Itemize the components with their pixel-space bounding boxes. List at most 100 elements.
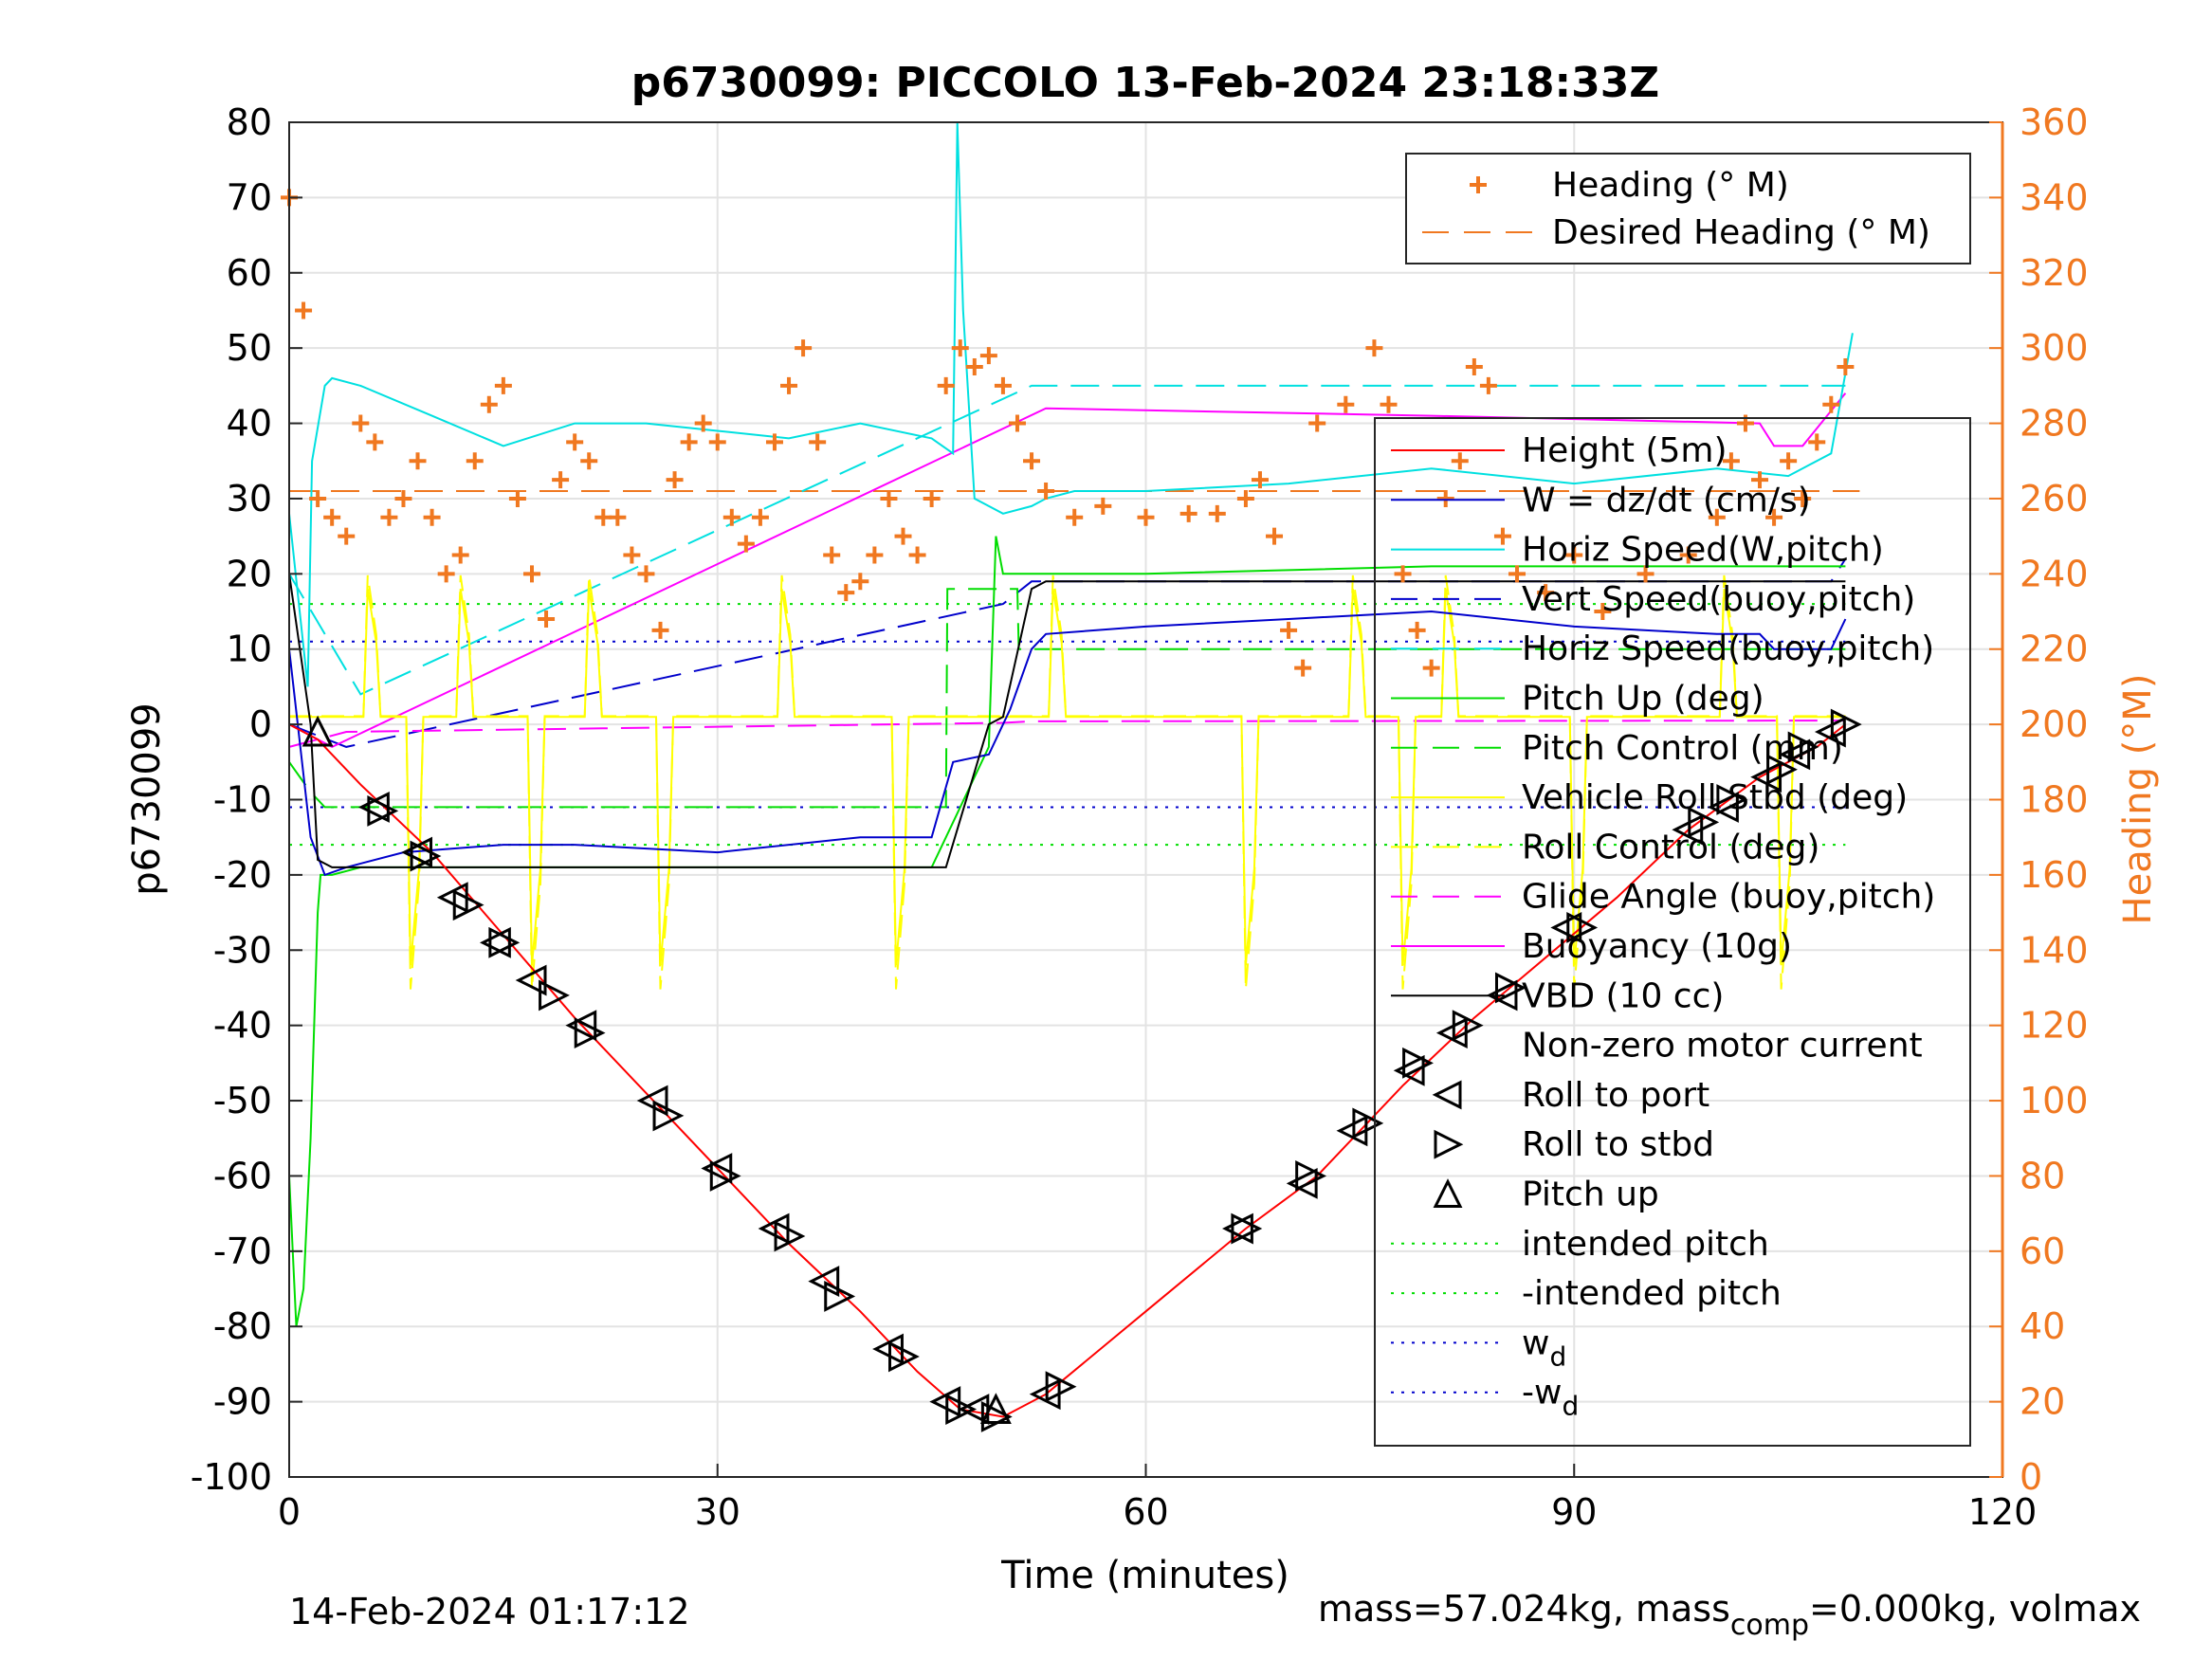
roll-port-marker [1486, 979, 1518, 1012]
heading-point [1236, 489, 1254, 507]
x-tick-label: 0 [278, 1491, 301, 1533]
heading-point [1179, 504, 1197, 522]
roll-stbd-marker [452, 889, 484, 921]
roll-stbd-marker [709, 1160, 741, 1192]
pitch-up-marker [979, 1393, 1012, 1425]
roll-port-marker [701, 1153, 733, 1184]
heading-point [1337, 395, 1355, 413]
roll-stbd-marker [1716, 784, 1748, 815]
heading-point [979, 347, 997, 365]
y-tick-label: -100 [191, 1456, 272, 1498]
roll-stbd-marker [774, 1220, 806, 1252]
y-right-tick-label: 320 [2020, 252, 2089, 294]
heading-point [1465, 358, 1483, 376]
legend-main-label: Vehicle Roll Stbd (deg) [1522, 778, 1908, 817]
roll-port-marker [1286, 1167, 1318, 1199]
heading-point [580, 452, 598, 470]
heading-point [1479, 376, 1497, 394]
y-right-tick-label: 340 [2020, 176, 2089, 218]
y-tick-label: 10 [227, 629, 272, 670]
heading-point [722, 508, 740, 526]
y-tick-label: 50 [227, 327, 272, 369]
heading-point [1394, 565, 1412, 583]
y-tick-label: 20 [227, 553, 272, 594]
roll-stbd-marker [1402, 1047, 1434, 1079]
heading-point [1765, 508, 1783, 526]
roll-port-marker [1708, 792, 1739, 823]
y-tick-label: 40 [227, 403, 272, 445]
footer-mass-post: =0.000kg, volmax [1809, 1588, 2141, 1630]
heading-point [651, 621, 669, 639]
roll-stbd-marker [1452, 1010, 1484, 1042]
heading-point [566, 433, 584, 451]
heading-point [623, 546, 641, 564]
heading-point [1708, 508, 1726, 526]
heading-point [1537, 584, 1555, 602]
heading-point [338, 527, 356, 545]
y-right-tick-label: 140 [2020, 929, 2089, 971]
heading-point [1636, 565, 1654, 583]
heading-point [1137, 508, 1155, 526]
heading-point [522, 565, 540, 583]
grid [288, 121, 2003, 1478]
heading-point [494, 376, 512, 394]
roll-stbd-marker [1830, 708, 1862, 740]
legend-main-label: Pitch up [1522, 1176, 1659, 1214]
heading-point [1794, 489, 1812, 507]
roll-stbd-marker [539, 979, 570, 1012]
y-right-tick-label: 300 [2020, 327, 2089, 369]
roll-port-marker [515, 964, 547, 996]
legend-main-label: -wd [1522, 1374, 1579, 1422]
x-tick-label: 30 [695, 1491, 740, 1533]
heading-point [409, 452, 427, 470]
roll-port-marker [1393, 1054, 1425, 1086]
legend-swatch [1432, 1080, 1462, 1110]
heading-point [1008, 414, 1026, 432]
y-tick-label: 70 [227, 176, 272, 218]
y-axis-label-right: Heading (°M) [2116, 674, 2160, 925]
heading-point [309, 489, 327, 507]
heading-point [1280, 621, 1298, 639]
roll-stbd-marker [652, 1100, 685, 1132]
heading-point [1066, 508, 1084, 526]
legend-main-label: -intended pitch [1522, 1274, 1782, 1313]
y-right-tick-label: 0 [2020, 1456, 2042, 1498]
heading-point [1094, 497, 1112, 515]
heading-point [951, 339, 969, 357]
roll-stbd-marker [410, 840, 442, 872]
heading-point [866, 546, 884, 564]
legend-swatch [1433, 1178, 1463, 1208]
heading-point [1822, 395, 1840, 413]
heading-point [1408, 621, 1426, 639]
roll-stbd-marker [1566, 912, 1599, 943]
pitch-control-line [288, 588, 1846, 809]
y-right-tick-label: 280 [2020, 403, 2089, 445]
y-right-tick-label: 180 [2020, 779, 2089, 821]
heading-point [609, 508, 627, 526]
y-tick-label: -60 [213, 1155, 272, 1196]
legend-main-label: Pitch Up (deg) [1522, 680, 1764, 719]
roll-stbd-marker [1352, 1107, 1384, 1139]
plot-area [281, 121, 1862, 1432]
x-tick-label: 90 [1551, 1491, 1597, 1533]
legend-swatch [1434, 1129, 1464, 1159]
legend-main-label: Buoyancy (10g) [1522, 927, 1792, 966]
legend-main-label: VBD (10 cc) [1522, 976, 1724, 1015]
x-axis-label: Time (minutes) [1000, 1554, 1289, 1597]
heading-point [1508, 565, 1526, 583]
roll-stbd-marker [888, 1340, 920, 1373]
roll-port-marker [1779, 738, 1811, 771]
heading-point [594, 508, 612, 526]
footer-timestamp: 14-Feb-2024 01:17:12 [289, 1591, 690, 1632]
chart-title: p6730099: PICCOLO 13-Feb-2024 23:18:33Z [631, 59, 1659, 107]
horiz-speed-buoy-line [288, 384, 1846, 696]
heading-point [751, 508, 769, 526]
y-tick-label: -80 [213, 1305, 272, 1347]
y-right-tick-label: 120 [2020, 1005, 2089, 1047]
heading-point [323, 508, 341, 526]
heading-point [680, 433, 698, 451]
legend-main-label: Horiz Speed(W,pitch) [1522, 531, 1884, 570]
footer-mass-pre: mass=57.024kg, mass [1318, 1588, 1730, 1630]
roll-stbd-marker [1045, 1371, 1077, 1403]
